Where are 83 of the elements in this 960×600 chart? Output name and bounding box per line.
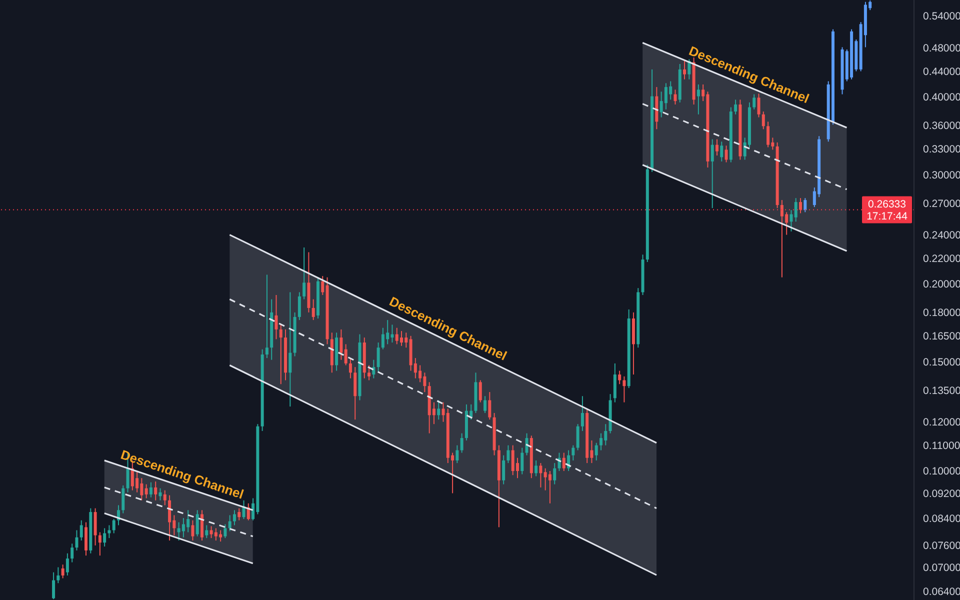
- candlestick: [553, 462, 556, 485]
- candlestick: [75, 530, 78, 551]
- candlestick: [312, 298, 315, 321]
- candlestick: [205, 524, 208, 539]
- candlestick: [149, 482, 152, 498]
- candlestick: [321, 276, 324, 296]
- candlestick: [108, 524, 111, 539]
- candlestick: [265, 274, 268, 359]
- candlestick: [368, 364, 371, 381]
- candlestick: [372, 359, 376, 379]
- candlestick: [600, 432, 603, 451]
- candlestick: [200, 510, 204, 541]
- candlestick: [766, 121, 770, 148]
- candlestick: [163, 490, 166, 506]
- candlestick: [525, 432, 528, 456]
- candlestick: [683, 60, 686, 80]
- candlestick: [580, 396, 584, 432]
- candlestick: [112, 518, 116, 534]
- candlestick: [478, 380, 482, 403]
- candlestick: [618, 370, 622, 385]
- candlestick: [622, 376, 626, 403]
- candlestick: [534, 460, 538, 477]
- candlestick: [61, 564, 64, 579]
- candlestick: [70, 543, 74, 563]
- candlestick: [804, 198, 807, 213]
- candlestick: [594, 442, 598, 461]
- candlestick: [52, 572, 56, 600]
- candlestick: [279, 324, 282, 385]
- candlestick: [720, 141, 724, 162]
- candlestick: [354, 366, 357, 420]
- candlestick: [191, 520, 194, 541]
- candlestick: [613, 362, 616, 403]
- candlestick: [437, 400, 440, 420]
- candlestick: [724, 145, 728, 163]
- candlestick: [710, 138, 714, 209]
- candlestick: [228, 514, 232, 532]
- candlestick: [762, 111, 765, 130]
- candlestick: [168, 494, 172, 541]
- candlestick: [484, 396, 487, 414]
- candlestick: [122, 484, 125, 514]
- candlestick: [548, 470, 552, 504]
- candlestick: [348, 358, 352, 379]
- candlestick: [572, 444, 575, 461]
- candlestick: [799, 198, 802, 214]
- candlestick: [274, 294, 278, 340]
- candlestick: [288, 292, 292, 408]
- candlestick: [344, 344, 348, 366]
- candlestick: [298, 292, 301, 321]
- candlestick: [502, 454, 506, 485]
- candlestick: [757, 93, 760, 118]
- candlestick: [232, 510, 236, 526]
- candlestick: [56, 566, 60, 584]
- candlestick: [506, 444, 510, 464]
- candlestick: [66, 552, 69, 576]
- candlestick: [576, 424, 580, 451]
- candlestick: [520, 447, 524, 475]
- candlestick: [224, 524, 227, 539]
- candlestick: [562, 452, 566, 472]
- candlestick: [456, 444, 459, 464]
- candlestick: [340, 328, 343, 360]
- candlestick: [94, 508, 97, 546]
- candlestick: [790, 210, 793, 232]
- candlestick: [674, 89, 677, 105]
- candlestick: [696, 84, 700, 115]
- candlestick: [84, 522, 88, 556]
- candlestick: [103, 528, 106, 547]
- candlestick: [144, 484, 148, 499]
- candlestick: [158, 488, 162, 501]
- candlestick: [98, 532, 102, 556]
- candlestick: [539, 462, 542, 488]
- ref-line-label: 0.26333 17:17:44: [866, 198, 908, 222]
- candlestick: [302, 246, 306, 300]
- candlestick: [794, 198, 798, 222]
- candlestick: [715, 138, 718, 156]
- candlestick: [488, 392, 492, 420]
- candlestick: [376, 342, 380, 374]
- candlestick: [238, 508, 241, 521]
- candlestick: [752, 94, 756, 110]
- y-tick-label: 0.11000: [923, 440, 960, 452]
- candlestick: [196, 510, 199, 537]
- candlestick: [734, 99, 738, 115]
- candlestick: [80, 520, 83, 541]
- candlestick: [460, 432, 464, 454]
